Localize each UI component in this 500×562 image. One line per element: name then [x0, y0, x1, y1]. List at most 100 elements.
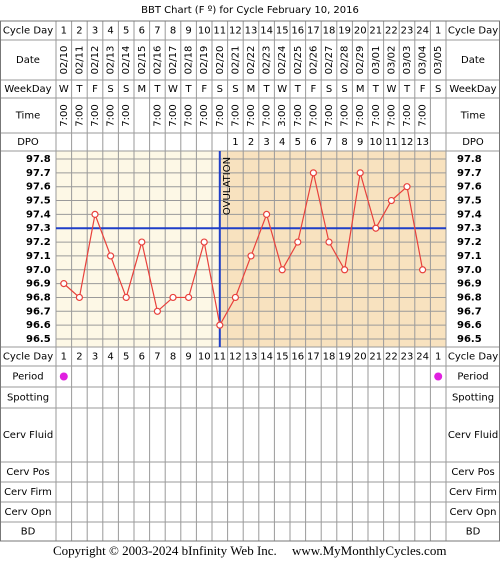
weekday-cell: M — [137, 84, 146, 95]
cycle_day-cell: 1 — [61, 352, 67, 363]
date-cell: 02/11 — [74, 46, 85, 75]
y-tick-label: 97.6 — [457, 182, 482, 193]
date-cell: 02/14 — [121, 46, 132, 75]
row-label: Date — [16, 55, 40, 66]
cycle_day-cell: 16 — [291, 352, 304, 363]
time-cell: 7:00 — [324, 104, 335, 126]
dpo-cell: 3 — [263, 137, 269, 148]
dpo-cell: 1 — [232, 137, 238, 148]
y-tick-label: 97.5 — [457, 196, 482, 207]
cycle_day-cell: 11 — [213, 352, 226, 363]
row-label: Time — [15, 111, 40, 122]
date-cell: 02/15 — [137, 46, 148, 75]
cycle_day-cell: 18 — [323, 26, 336, 37]
date-cell: 02/27 — [324, 46, 335, 75]
temp-point — [75, 293, 84, 302]
time-cell: 7:00 — [418, 104, 429, 126]
dpo-cell: 10 — [369, 137, 382, 148]
y-tick-label: 96.5 — [457, 334, 482, 345]
weekday-cell: F — [420, 84, 426, 95]
y-tick-label: 96.7 — [457, 306, 482, 317]
cycle_day-cell: 12 — [229, 352, 242, 363]
cycle_day-cell: 7 — [154, 26, 160, 37]
cycle_day-cell: 16 — [291, 26, 304, 37]
weekday-cell: S — [217, 84, 223, 95]
weekday-cell: T — [372, 84, 380, 95]
y-tick-label: 97.8 — [457, 154, 482, 165]
cycle_day-cell: 18 — [323, 352, 336, 363]
cycle_day-cell: 7 — [154, 352, 160, 363]
dpo-cell: 2 — [248, 137, 254, 148]
row-label: Time — [460, 111, 485, 122]
cycle_day-cell: 24 — [416, 352, 429, 363]
row-label: Cerv Opn — [5, 507, 52, 518]
row-label: Cycle Day — [3, 352, 53, 363]
cycle_day-cell: 23 — [401, 352, 414, 363]
dpo-cell: 8 — [341, 137, 347, 148]
y-tick-label: 96.8 — [26, 292, 51, 303]
cycle_day-cell: 3 — [92, 352, 98, 363]
y-tick-label: 97.7 — [26, 168, 51, 179]
time-cell: 7:00 — [293, 104, 304, 126]
cycle_day-cell: 22 — [385, 352, 398, 363]
y-tick-label: 96.9 — [457, 279, 482, 290]
y-tick-label: 97.5 — [26, 196, 51, 207]
weekday-cell: F — [201, 84, 207, 95]
time-cell: 7:00 — [152, 104, 163, 126]
cycle_day-cell: 20 — [354, 352, 367, 363]
cycle_day-cell: 4 — [107, 26, 113, 37]
footer-copyright: Copyright © 2003-2024 bInfinity Web Inc. — [53, 543, 277, 558]
period-dot — [59, 372, 68, 381]
cycle_day-cell: 15 — [276, 352, 289, 363]
cycle_day-cell: 22 — [385, 26, 398, 37]
temp-point — [138, 238, 146, 246]
row-label: Cerv Firm — [449, 487, 497, 498]
cycle_day-cell: 4 — [107, 352, 113, 363]
date-cell: 03/04 — [418, 46, 429, 75]
temp-point — [122, 293, 130, 302]
row-label: Spotting — [7, 393, 49, 404]
dpo-cell: 4 — [279, 137, 285, 148]
date-cell: 03/03 — [402, 46, 413, 75]
date-cell: 02/20 — [215, 46, 226, 75]
cycle_day-cell: 17 — [307, 352, 320, 363]
row-label: Cerv Pos — [6, 467, 49, 478]
time-cell: 3:00 — [277, 104, 288, 126]
y-tick-label: 97.1 — [457, 251, 482, 262]
time-cell: 7:00 — [371, 104, 382, 126]
cycle_day-cell: 10 — [198, 352, 211, 363]
weekday-cell: T — [263, 84, 271, 95]
y-tick-label: 97.2 — [26, 237, 51, 248]
cycle_day-cell: 8 — [170, 352, 176, 363]
y-tick-label: 97.4 — [457, 209, 482, 220]
cycle_day-cell: 15 — [276, 26, 289, 37]
y-tick-label: 96.5 — [26, 334, 51, 345]
cycle_day-cell: 12 — [229, 26, 242, 37]
weekday-cell: T — [294, 84, 302, 95]
cycle_day-cell: 21 — [369, 26, 382, 37]
row-label: WeekDay — [449, 84, 496, 95]
y-tick-label: 97.4 — [26, 209, 51, 220]
time-cell: 7:00 — [355, 104, 366, 126]
date-cell: 03/02 — [386, 46, 397, 75]
cycle_day-cell: 2 — [76, 26, 82, 37]
temp-point — [372, 224, 380, 232]
row-label: Cerv Firm — [4, 487, 52, 498]
cycle_day-cell: 14 — [260, 26, 273, 37]
date-cell: 02/16 — [152, 46, 163, 75]
date-cell: 02/10 — [59, 46, 70, 75]
time-cell: 7:00 — [90, 104, 101, 126]
y-tick-label: 97.6 — [26, 182, 51, 193]
temp-point — [231, 293, 239, 302]
weekday-cell: T — [185, 84, 193, 95]
date-cell: 02/19 — [199, 46, 210, 75]
footer-site: www.MyMonthlyCycles.com — [292, 543, 446, 558]
temp-point — [419, 266, 427, 274]
temp-point — [356, 169, 364, 177]
cycle_day-cell: 11 — [213, 26, 226, 37]
row-label: Spotting — [452, 393, 494, 404]
date-cell: 02/22 — [246, 46, 257, 75]
row-label: Period — [457, 372, 488, 383]
date-cell: 02/29 — [355, 46, 366, 75]
